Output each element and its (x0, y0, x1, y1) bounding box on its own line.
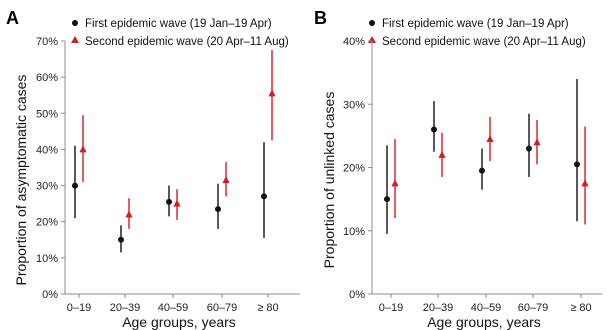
panel-a-y-tick-label: 50% (36, 108, 58, 120)
panel-b-legend-first-label: First epidemic wave (19 Jan–19 Apr) (382, 18, 569, 30)
panel-b-y-tick-label: 30% (343, 99, 365, 111)
panel-b-first-wave-point (526, 145, 532, 152)
panel-b-second-wave-point (581, 179, 589, 187)
panel-a-second-wave-point (79, 145, 87, 153)
panel-b-first-wave-point (574, 161, 580, 168)
panel-b-legend-first-marker (369, 20, 375, 26)
panel-a-y-tick-label: 0% (42, 289, 58, 301)
panel-b-y-axis-label: Proportion of unlinked cases (321, 92, 337, 269)
panel-a-legend-second-marker (71, 36, 79, 43)
panel-b-second-wave-point (486, 135, 494, 143)
panel-a-y-tick-label: 20% (36, 217, 58, 229)
panel-a-x-tick-label: 20–39 (110, 302, 141, 314)
panel-b-legend: First epidemic wave (19 Jan–19 Apr) Seco… (368, 18, 586, 48)
panel-b-second-wave-point (391, 179, 399, 187)
panel-a-first-wave-point (118, 236, 124, 243)
panel-b-y-tick-label: 20% (343, 163, 365, 175)
panel-a-second-wave-point (222, 176, 230, 184)
panel-a-x-tick-label: 60–79 (207, 302, 238, 314)
panel-b-x-tick-label: 0–19 (379, 302, 403, 314)
panel-b-x-axis-label: Age groups, years (427, 314, 541, 330)
panel-b-x-tick-label: 20–39 (423, 302, 454, 314)
panel-a-first-wave-point (215, 206, 221, 213)
panel-b-second-wave-point (533, 138, 541, 146)
panel-b-second-wave-point (438, 150, 446, 158)
panel-b-x-tick-label: 60–79 (518, 302, 549, 314)
panel-a-letter: A (6, 8, 19, 28)
panel-a-x-tick-label: 40–59 (158, 302, 189, 314)
panel-b-first-wave-point (384, 196, 390, 203)
panel-a-chart: A Proportion of asymptomatic cases Age g… (6, 8, 300, 330)
panel-a-y-tick-label: 70% (36, 36, 58, 48)
panel-a-second-wave-point (173, 199, 181, 207)
panel-b-legend-second-label: Second epidemic wave (20 Apr–11 Aug) (382, 36, 586, 48)
panel-b-chart: B Proportion of unlinked cases Age group… (314, 8, 602, 330)
panel-b-letter: B (314, 8, 327, 28)
panel-a-x-tick-label: 0–19 (67, 302, 91, 314)
panel-a-first-wave-point (72, 182, 78, 189)
panel-a-y-tick-label: 10% (36, 253, 58, 265)
panel-a-first-wave-point (166, 198, 172, 205)
panel-a-first-wave-point (261, 193, 267, 200)
panel-a-x-tick-label: ≥ 80 (257, 302, 278, 314)
panel-a-legend: First epidemic wave (19 Jan–19 Apr) Seco… (71, 18, 289, 48)
panel-a-legend-second-label: Second epidemic wave (20 Apr–11 Aug) (85, 36, 289, 48)
panel-a-x-axis-label: Age groups, years (122, 314, 236, 330)
panel-b-x-tick-label: ≥ 80 (570, 302, 591, 314)
panel-a-second-wave-point (268, 89, 276, 97)
panel-b-y-tick-label: 0% (349, 289, 365, 301)
panel-b-y-tick-label: 40% (343, 36, 365, 48)
panel-a-y-tick-label: 30% (36, 181, 58, 193)
panel-b-y-tick-label: 10% (343, 226, 365, 238)
panel-b-x-tick-label: 40–59 (471, 302, 502, 314)
panel-a-second-wave-point (125, 210, 133, 218)
panel-a-y-tick-label: 40% (36, 144, 58, 156)
panel-a-y-tick-label: 60% (36, 72, 58, 84)
panel-a-legend-first-marker (72, 20, 78, 26)
panel-a-y-axis-label: Proportion of asymptomatic cases (13, 75, 29, 286)
panel-b-first-wave-point (479, 167, 485, 174)
panel-a-legend-first-label: First epidemic wave (19 Jan–19 Apr) (85, 18, 272, 30)
panel-b-first-wave-point (431, 126, 437, 133)
